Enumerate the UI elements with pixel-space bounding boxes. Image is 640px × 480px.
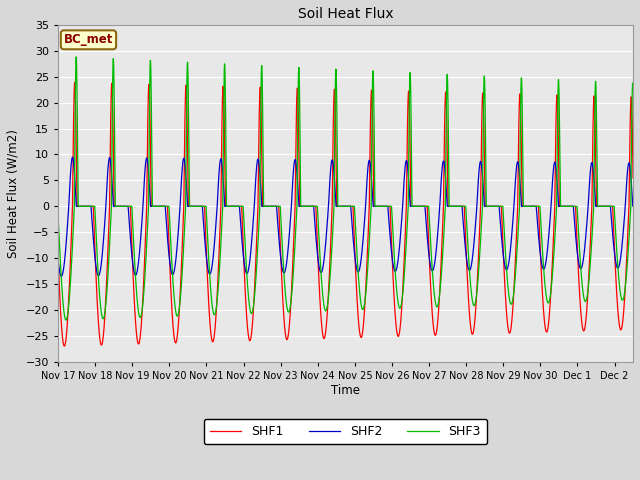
SHF1	[61, 343, 68, 349]
SHF1	[167, 287, 175, 292]
SHF2	[58, 274, 65, 279]
SHF3	[599, 204, 607, 209]
SHF1	[54, 252, 62, 258]
X-axis label: Time: Time	[331, 384, 360, 396]
Line: SHF2: SHF2	[58, 157, 633, 276]
SHF3	[167, 242, 175, 248]
SHF2	[335, 204, 343, 209]
Title: Soil Heat Flux: Soil Heat Flux	[298, 7, 394, 21]
SHF3	[335, 204, 343, 209]
Line: SHF3: SHF3	[58, 57, 633, 320]
SHF3	[629, 86, 637, 92]
SHF2	[89, 225, 97, 231]
Line: SHF1: SHF1	[58, 83, 633, 346]
SHF3	[89, 204, 97, 209]
SHF2	[629, 204, 637, 209]
SHF3	[62, 317, 70, 323]
Legend: SHF1, SHF2, SHF3: SHF1, SHF2, SHF3	[204, 419, 487, 444]
SHF1	[599, 204, 607, 209]
SHF3	[78, 204, 86, 209]
SHF1	[78, 204, 86, 209]
SHF1	[71, 80, 79, 85]
SHF2	[57, 273, 65, 278]
SHF2	[54, 257, 62, 263]
SHF1	[629, 175, 637, 181]
SHF2	[599, 204, 607, 209]
Text: BC_met: BC_met	[64, 33, 113, 46]
Y-axis label: Soil Heat Flux (W/m2): Soil Heat Flux (W/m2)	[7, 129, 20, 258]
SHF3	[57, 264, 65, 269]
SHF1	[335, 204, 343, 209]
SHF3	[72, 54, 80, 60]
SHF2	[68, 155, 76, 160]
SHF2	[78, 204, 86, 209]
SHF2	[167, 267, 175, 273]
SHF1	[89, 204, 97, 209]
SHF3	[54, 211, 62, 217]
SHF1	[57, 309, 65, 315]
